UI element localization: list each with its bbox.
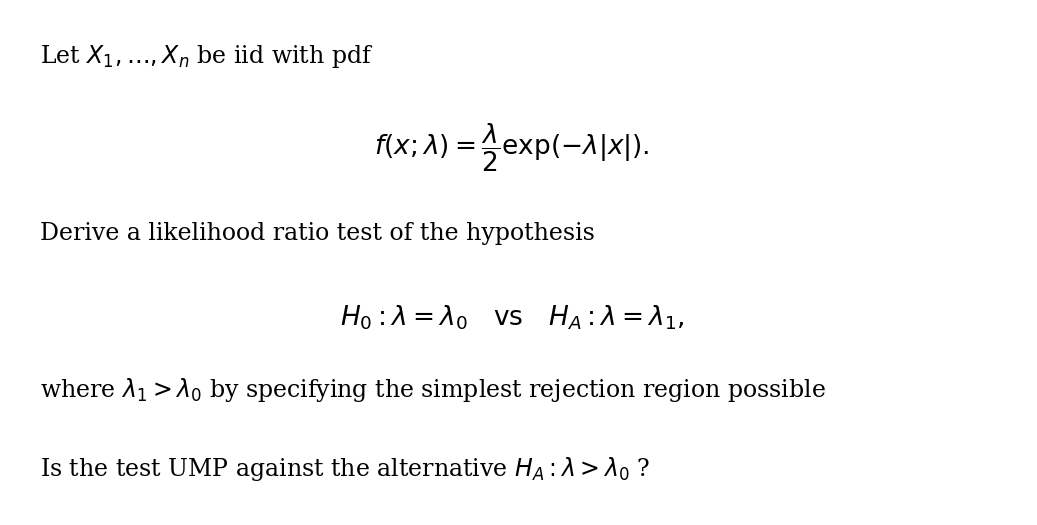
Text: where $\lambda_1 > \lambda_0$ by specifying the simplest rejection region possib: where $\lambda_1 > \lambda_0$ by specify… (40, 376, 826, 404)
Text: Is the test UMP against the alternative $H_A : \lambda > \lambda_0$ ?: Is the test UMP against the alternative … (40, 455, 650, 483)
Text: Derive a likelihood ratio test of the hypothesis: Derive a likelihood ratio test of the hy… (40, 222, 595, 245)
Text: $f(x;\lambda) = \dfrac{\lambda}{2}\exp(-\lambda|x|).$: $f(x;\lambda) = \dfrac{\lambda}{2}\exp(-… (374, 121, 650, 174)
Text: $H_0 : \lambda = \lambda_0 \quad \text{vs} \quad H_A : \lambda = \lambda_1,$: $H_0 : \lambda = \lambda_0 \quad \text{v… (340, 303, 684, 332)
Text: Let $X_1, \ldots, X_n$ be iid with pdf: Let $X_1, \ldots, X_n$ be iid with pdf (40, 43, 373, 70)
